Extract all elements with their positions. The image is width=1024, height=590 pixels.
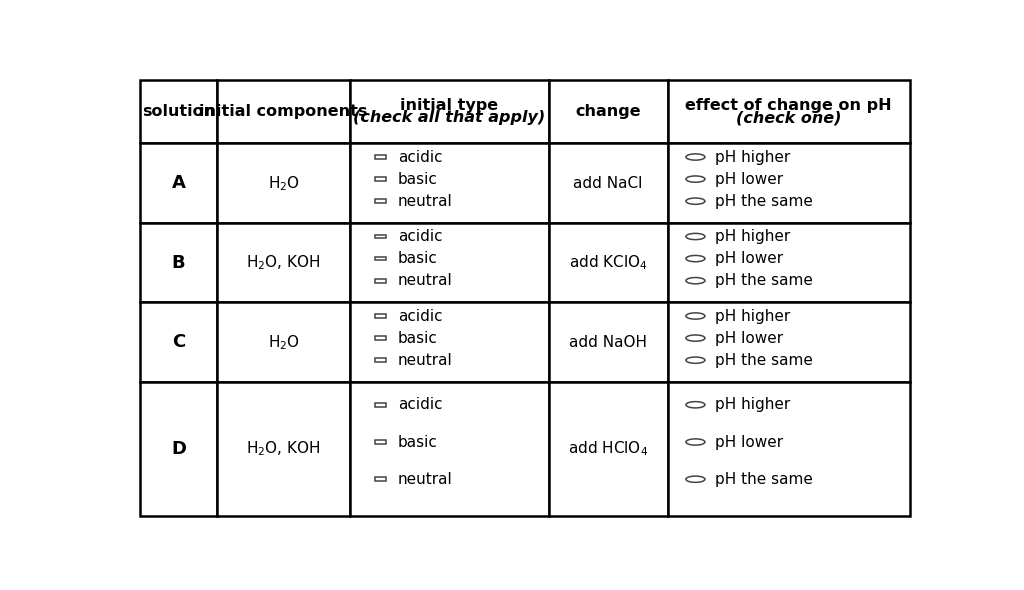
Bar — [668, 303, 909, 382]
Bar — [375, 440, 386, 444]
Text: pH lower: pH lower — [715, 434, 783, 450]
Ellipse shape — [686, 198, 705, 204]
Text: neutral: neutral — [397, 194, 453, 209]
Bar — [375, 403, 386, 407]
Ellipse shape — [686, 335, 705, 341]
Bar — [549, 80, 668, 143]
Ellipse shape — [686, 357, 705, 363]
Bar — [375, 314, 386, 318]
Text: H$_2$O, KOH: H$_2$O, KOH — [247, 253, 321, 272]
Bar — [668, 143, 909, 223]
Bar — [140, 303, 217, 382]
Bar — [140, 382, 217, 516]
Text: basic: basic — [397, 251, 437, 266]
Text: acidic: acidic — [397, 229, 442, 244]
Text: add NaOH: add NaOH — [569, 335, 647, 350]
Bar — [375, 155, 386, 159]
Text: (check all that apply): (check all that apply) — [353, 110, 546, 126]
Text: H$_2$O: H$_2$O — [267, 333, 300, 352]
Bar — [140, 80, 217, 143]
Text: acidic: acidic — [397, 309, 442, 323]
Bar — [668, 223, 909, 303]
Text: pH higher: pH higher — [715, 397, 791, 412]
Bar — [549, 303, 668, 382]
Bar — [350, 303, 549, 382]
Ellipse shape — [686, 255, 705, 262]
Bar — [217, 223, 350, 303]
Bar — [375, 279, 386, 283]
Text: add NaCl: add NaCl — [573, 176, 643, 191]
Ellipse shape — [686, 277, 705, 284]
Bar — [375, 257, 386, 260]
Bar — [350, 382, 549, 516]
Bar — [140, 223, 217, 303]
Ellipse shape — [686, 154, 705, 160]
Text: change: change — [575, 104, 641, 119]
Text: pH the same: pH the same — [715, 353, 813, 368]
Bar — [375, 477, 386, 481]
Bar — [217, 382, 350, 516]
Bar — [375, 199, 386, 203]
Text: B: B — [172, 254, 185, 272]
Bar — [375, 336, 386, 340]
Bar — [350, 223, 549, 303]
Text: pH the same: pH the same — [715, 273, 813, 288]
Text: A: A — [171, 174, 185, 192]
Bar — [217, 143, 350, 223]
Bar — [375, 358, 386, 362]
Bar — [217, 303, 350, 382]
Text: acidic: acidic — [397, 397, 442, 412]
Text: H$_2$O, KOH: H$_2$O, KOH — [247, 440, 321, 458]
Bar — [549, 143, 668, 223]
Text: neutral: neutral — [397, 273, 453, 288]
Text: solution: solution — [142, 104, 215, 119]
Text: pH higher: pH higher — [715, 229, 791, 244]
Text: initial type: initial type — [400, 98, 499, 113]
Text: pH lower: pH lower — [715, 330, 783, 346]
Text: pH higher: pH higher — [715, 309, 791, 323]
Text: effect of change on pH: effect of change on pH — [685, 98, 892, 113]
Ellipse shape — [686, 402, 705, 408]
Text: basic: basic — [397, 330, 437, 346]
Text: add KClO$_4$: add KClO$_4$ — [568, 253, 647, 272]
Text: (check one): (check one) — [736, 110, 842, 126]
Ellipse shape — [686, 439, 705, 445]
Text: C: C — [172, 333, 185, 351]
Text: add HClO$_4$: add HClO$_4$ — [568, 440, 648, 458]
Bar — [140, 143, 217, 223]
Ellipse shape — [686, 234, 705, 240]
Bar — [350, 80, 549, 143]
Bar — [375, 235, 386, 238]
Text: basic: basic — [397, 172, 437, 186]
Text: pH the same: pH the same — [715, 194, 813, 209]
Ellipse shape — [686, 476, 705, 483]
Ellipse shape — [686, 176, 705, 182]
Text: pH the same: pH the same — [715, 472, 813, 487]
Bar — [668, 382, 909, 516]
Text: acidic: acidic — [397, 149, 442, 165]
Text: H$_2$O: H$_2$O — [267, 174, 300, 192]
Bar — [549, 382, 668, 516]
Bar — [375, 177, 386, 181]
Text: basic: basic — [397, 434, 437, 450]
Text: pH lower: pH lower — [715, 251, 783, 266]
Text: pH higher: pH higher — [715, 149, 791, 165]
Text: neutral: neutral — [397, 353, 453, 368]
Bar — [217, 80, 350, 143]
Text: initial components: initial components — [200, 104, 368, 119]
Bar — [668, 80, 909, 143]
Text: D: D — [171, 440, 186, 458]
Text: neutral: neutral — [397, 472, 453, 487]
Text: pH lower: pH lower — [715, 172, 783, 186]
Bar — [350, 143, 549, 223]
Bar — [549, 223, 668, 303]
Ellipse shape — [686, 313, 705, 319]
